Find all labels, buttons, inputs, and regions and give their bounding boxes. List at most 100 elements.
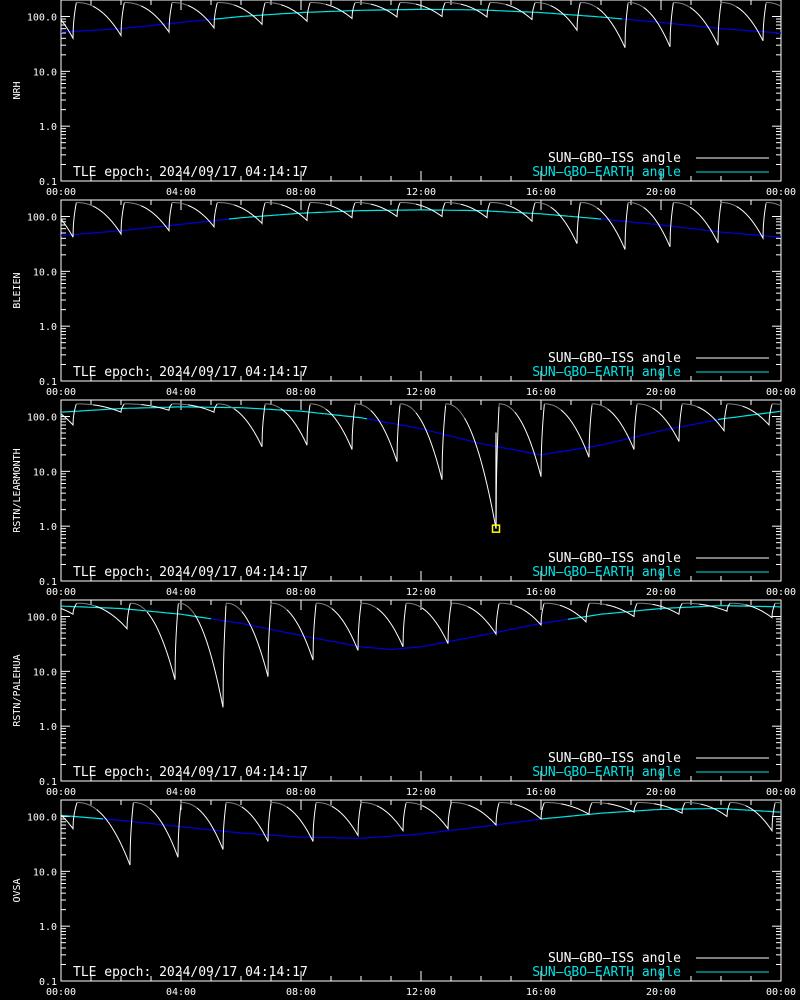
y-tick-label: 1.0 [39,522,57,533]
iss-angle-line [505,2,536,21]
legend-iss-label: SUN–GBO–ISS angle [548,551,681,566]
iss-angle-line [264,2,282,6]
iss-angle-line [444,202,462,205]
iss-angle-line [682,602,700,605]
legend-earth-label: SUN–GBO–EARTH angle [532,565,681,580]
iss-angle-line [270,802,288,808]
x-tick-label: 04:00 [166,387,196,398]
y-tick-label: 1.0 [39,922,57,933]
iss-angle-line [534,2,552,7]
iss-angle-line [76,403,94,406]
iss-angle-line [689,3,722,46]
iss-angle-line [467,802,500,827]
x-tick-label: 00:00 [46,187,76,198]
x-tick-label: 20:00 [646,987,676,998]
iss-angle-line [729,802,746,807]
iss-angle-line [370,405,401,462]
legend-earth-label: SUN–GBO–EARTH angle [532,765,681,780]
chart-panel-rstn-learmonth: 0.1 1.0 10.0 100.0 00:00 04:00 08:00 12:00 16:00… [12,399,796,598]
x-tick-label: 00:00 [766,587,796,598]
iss-angle-line [627,2,644,8]
iss-angle-line [498,602,516,607]
x-tick-label: 16:00 [526,787,556,798]
iss-angle-line [745,603,776,619]
iss-angle-line [123,202,142,207]
iss-angle-line [96,803,134,866]
iss-angle-line [140,3,173,34]
earth-angle-line [540,807,781,820]
iss-angle-line [405,802,423,807]
iss-angle-line [720,2,737,8]
earth-angle-line [61,406,368,420]
tle-epoch-text: TLE epoch: 2024/09/17 04:14:17 [73,765,308,780]
x-tick-label: 04:00 [166,187,196,198]
iss-angle-line [579,2,598,9]
iss-angle-line [550,202,581,244]
tle-epoch-text: TLE epoch: 2024/09/17 04:14:17 [73,565,308,580]
iss-angle-line [444,2,462,5]
y-tick-label: 100.0 [27,613,57,624]
iss-angle-line [627,202,644,208]
iss-angle-line [76,802,97,811]
iss-angle-line [697,404,728,433]
y-tick-label: 100.0 [27,13,57,24]
iss-angle-line [720,202,737,207]
iss-angle-line [140,203,173,233]
iss-angle-line [736,203,767,241]
x-tick-label: 20:00 [646,587,676,598]
tle-epoch-text: TLE epoch: 2024/09/17 04:14:17 [73,165,308,180]
x-tick-label: 00:00 [46,587,76,598]
iss-angle-line [325,202,356,219]
x-tick-label: 04:00 [166,987,196,998]
iss-angle-line [264,202,282,206]
x-tick-label: 00:00 [766,387,796,398]
y-tick-label: 0.1 [39,977,57,988]
y-tick-label: 10.0 [33,467,57,478]
y-tick-label: 1.0 [39,722,57,733]
x-tick-label: 08:00 [286,987,316,998]
y-tick-label: 100.0 [27,213,57,224]
station-label: BLEIEN [12,272,23,308]
iss-angle-line [325,404,356,450]
iss-angle-line [421,802,452,831]
y-tick-label: 0.1 [39,377,57,388]
iss-angle-line [315,802,333,807]
data-area [61,802,781,866]
iss-angle-line [187,403,218,414]
iss-angle-line [171,403,188,406]
iss-angle-line [149,803,182,858]
iss-angle-line [280,202,311,222]
data-area [61,202,781,250]
iss-angle-line [589,602,607,606]
iss-angle-line [399,403,417,414]
x-tick-label: 20:00 [646,187,676,198]
iss-angle-line [636,403,653,409]
iss-angle-line [280,2,311,23]
y-tick-label: 100.0 [27,813,57,824]
iss-angle-line [550,2,581,32]
x-tick-label: 00:00 [766,187,796,198]
iss-angle-line [217,2,235,6]
iss-angle-line [643,2,674,47]
x-tick-label: 12:00 [406,387,436,398]
iss-angle-line [309,403,327,410]
iss-angle-line [75,2,94,7]
iss-angle-line [771,403,781,405]
data-area [61,602,781,708]
iss-angle-line [331,803,362,838]
x-tick-label: 16:00 [526,987,556,998]
legend-iss-label: SUN–GBO–ISS angle [548,151,681,166]
legend-iss-label: SUN–GBO–ISS angle [548,951,681,966]
earth-angle-line [61,218,230,237]
iss-angle-line [591,403,608,410]
iss-angle-line [544,802,562,805]
iss-angle-line [233,202,266,225]
iss-angle-line [726,403,743,407]
iss-angle-line [286,803,317,842]
legend-earth-label: SUN–GBO–EARTH angle [532,365,681,380]
iss-angle-line [505,202,536,223]
iss-angle-line [596,3,629,48]
min-angle-marker [491,524,501,533]
iss-angle-line [130,602,148,613]
iss-angle-line [146,603,179,680]
